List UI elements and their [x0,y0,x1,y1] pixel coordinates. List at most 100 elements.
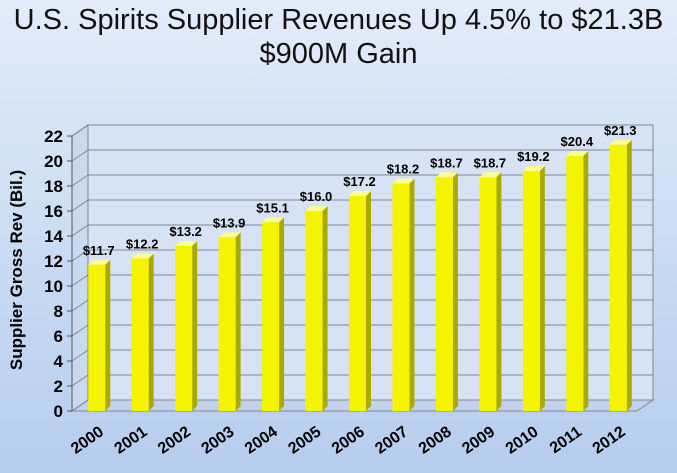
y-tick-label: 16 [44,202,63,221]
gridline [71,399,653,412]
y-tick-label: 18 [44,177,63,196]
gridline [71,224,653,237]
bar-front [392,183,410,411]
bar-2001 [131,253,154,411]
bar-2011 [566,151,589,411]
bar-side [496,172,502,411]
bar-side [279,217,285,411]
x-tick-label: 2004 [242,423,281,457]
y-tick-label: 20 [44,152,63,171]
bar-side [105,259,111,411]
bar-2009 [479,172,502,411]
bar-side [583,151,589,411]
bar-2004 [262,217,285,411]
x-tick-label: 2005 [285,423,324,457]
bar-front [522,171,540,411]
bar-top [392,178,415,184]
bar-front [305,211,323,411]
plot-side-wall [71,124,89,412]
data-label: $18.2 [387,162,420,177]
bar-side [235,232,241,411]
bar-front [88,264,106,411]
x-tick-label: 2011 [547,423,585,457]
bar-top [88,259,111,265]
chart-subtitle: $900M Gain [259,38,418,70]
bar-2006 [349,191,371,411]
bar-2002 [175,241,198,411]
gridline [71,349,653,362]
bar-front [435,177,453,411]
bar-top [479,172,502,178]
x-tick-label: 2003 [199,423,238,457]
gridline [71,149,653,162]
bar-2007 [392,178,415,411]
data-label: $13.9 [213,215,246,230]
y-tick-label: 10 [44,277,63,296]
bar-top [262,217,285,223]
bar-2012 [609,139,632,411]
gridline [71,174,653,187]
x-tick-label: 2006 [329,423,368,457]
bar-front [609,144,627,411]
bar-side [322,206,328,411]
bar-top [566,151,589,156]
bar-2005 [305,206,328,411]
data-label: $20.4 [561,134,594,149]
bar-top [175,241,198,246]
gridline [71,299,653,312]
bar-front [479,177,497,411]
y-tick-label: 6 [54,327,63,346]
bar-2008 [435,172,458,411]
gridline [71,274,653,287]
bar-top [609,139,632,145]
x-tick-label: 2008 [416,423,455,457]
bar-top [522,166,545,171]
y-tick-label: 14 [44,227,63,246]
bar-2003 [218,232,241,411]
bar-side [192,241,198,411]
bar-side [452,172,458,411]
chart-title: U.S. Spirits Supplier Revenues Up 4.5% t… [13,4,664,36]
data-label: $19.2 [517,149,550,164]
x-tick-label: 2002 [155,423,194,457]
x-tick-label: 2000 [68,423,107,457]
y-tick-label: 4 [54,352,64,371]
data-label: $13.2 [169,224,202,239]
bar-front [218,237,236,411]
bar-top [131,253,154,259]
data-label: $18.7 [430,155,463,170]
bar-side [409,178,415,411]
y-tick-label: 8 [54,302,63,321]
y-tick-label: 12 [44,252,63,271]
data-label: $12.2 [126,237,159,252]
bar-top [218,232,241,238]
bar-front [262,222,280,411]
data-label: $16.0 [300,189,333,204]
x-tick-label: 2001 [112,423,151,457]
gridline [71,324,653,337]
bar-2000 [88,259,111,411]
bar-front [175,246,193,411]
bar-side [366,191,371,411]
gridline [71,124,653,137]
data-label: $11.7 [83,243,115,258]
bar-2010 [522,166,545,411]
x-tick-label: 2009 [459,423,498,457]
bar-top [305,206,328,211]
x-tick-label: 2010 [503,423,542,457]
x-tick-label: 2007 [372,423,411,457]
bar-side [148,253,154,411]
y-tick-label: 2 [54,377,63,396]
bar-side [626,139,632,411]
gridline [71,374,653,387]
bar-front [131,258,149,411]
y-tick-label: 22 [44,127,63,146]
bar-side [539,166,545,411]
bar-top [349,191,371,196]
gridline [71,199,653,212]
x-tick-label: 2012 [590,423,629,457]
data-label: $18.7 [474,155,507,170]
bar-top [435,172,458,178]
data-label: $15.1 [256,200,289,215]
